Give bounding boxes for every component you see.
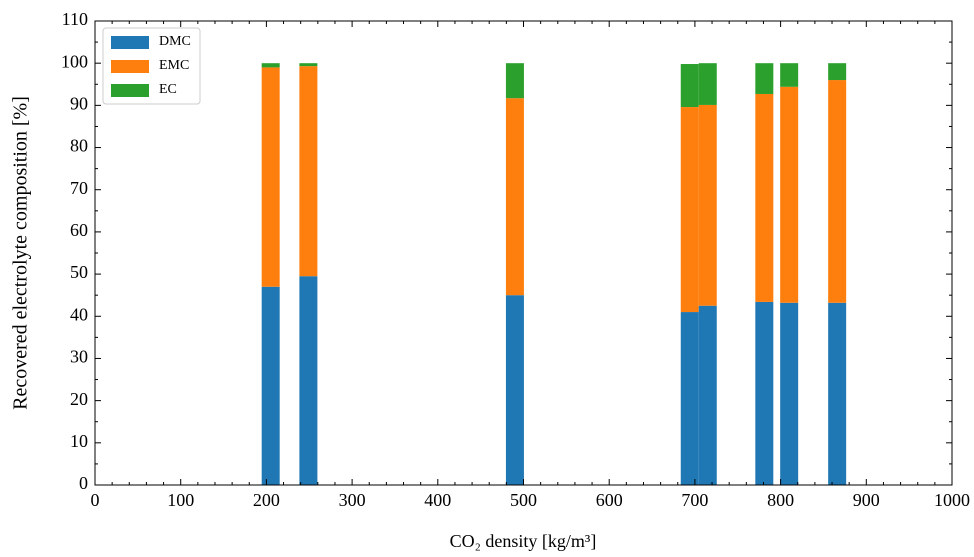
y-tick-label: 10 [70, 431, 88, 451]
x-tick-label: 1000 [934, 490, 970, 510]
y-tick-label: 80 [70, 136, 88, 156]
bar-segment [680, 64, 699, 108]
y-tick-label: 30 [70, 347, 88, 367]
x-tick-label: 800 [767, 490, 794, 510]
x-tick-label: 700 [681, 490, 708, 510]
bar-segment [261, 67, 280, 287]
bar-segment [780, 63, 799, 87]
legend-swatch [111, 36, 149, 49]
x-tick-label: 100 [167, 490, 194, 510]
legend-label: EMC [159, 58, 189, 73]
x-tick-label: 200 [253, 490, 280, 510]
bar-segment [780, 86, 799, 303]
y-tick-label: 50 [70, 262, 88, 282]
bar-segment [299, 66, 318, 277]
bar-segment [780, 302, 799, 485]
x-tick-label: 300 [339, 490, 366, 510]
bar-segment [505, 295, 524, 485]
bar-segment [680, 312, 699, 485]
x-tick-label: 500 [510, 490, 537, 510]
y-axis-label: Recovered electrolyte composition [%] [10, 96, 32, 410]
y-tick-label: 40 [70, 304, 88, 324]
y-tick-label: 0 [79, 473, 88, 493]
x-tick-label: 400 [424, 490, 451, 510]
y-tick-label: 100 [61, 51, 88, 71]
x-axis-label: CO₂ density [kg/m³] [450, 531, 597, 551]
bar-segment [828, 302, 847, 485]
bar-segment [698, 305, 717, 485]
bar-segment [755, 93, 774, 302]
bar-segment [755, 301, 774, 485]
bar-segment [828, 63, 847, 81]
plot-frame [94, 20, 953, 486]
y-tick-label: 110 [62, 9, 88, 29]
y-tick-label: 20 [70, 389, 88, 409]
y-tick-label: 60 [70, 220, 88, 240]
bar-segment [828, 80, 847, 303]
bar-segment [299, 63, 318, 67]
x-tick-label: 600 [596, 490, 623, 510]
bar-segment [680, 107, 699, 313]
y-tick-label: 90 [70, 93, 88, 113]
bar-segment [261, 63, 280, 68]
bar-segment [505, 98, 524, 296]
x-tick-label: 0 [91, 490, 100, 510]
legend-swatch [111, 60, 149, 73]
y-tick-label: 70 [70, 178, 88, 198]
bar-segment [299, 276, 318, 485]
bar-segment [755, 63, 774, 94]
bar-segment [698, 104, 717, 306]
bar-segment [698, 63, 717, 105]
legend-swatch [111, 84, 149, 97]
x-tick-label: 900 [853, 490, 880, 510]
legend-label: DMC [159, 34, 191, 49]
bar-segment [505, 63, 524, 99]
legend-label: EC [159, 82, 177, 97]
bar-segment [261, 286, 280, 485]
